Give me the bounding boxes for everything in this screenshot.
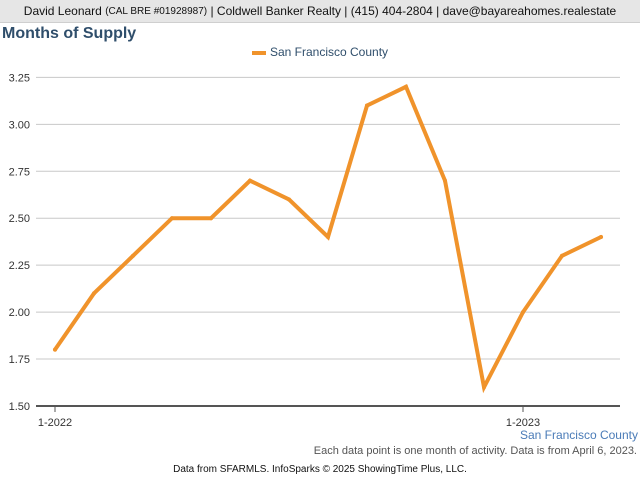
data-point[interactable] — [560, 253, 564, 258]
y-tick-label: 1.75 — [9, 354, 30, 366]
x-tick-label: 1-2023 — [506, 417, 540, 429]
footer-credit: Data from SFARMLS. InfoSparks © 2025 Sho… — [173, 464, 467, 475]
data-point[interactable] — [404, 84, 408, 89]
data-point[interactable] — [209, 216, 213, 221]
data-point[interactable] — [92, 291, 96, 296]
chart-title: Months of Supply — [2, 25, 137, 42]
y-tick-label: 3.25 — [9, 72, 30, 84]
data-point[interactable] — [365, 103, 369, 108]
data-point[interactable] — [443, 178, 447, 183]
y-tick-labels: 1.50 1.75 2.00 2.25 2.50 2.75 3.00 3.25 — [9, 72, 30, 413]
x-tick-label: 1-2022 — [38, 417, 72, 429]
x-tick-labels: 1-2022 1-2023 — [38, 406, 540, 429]
agent-contact: | Coldwell Banker Realty | (415) 404-280… — [210, 4, 617, 18]
data-point[interactable] — [248, 178, 252, 183]
y-tick-label: 3.00 — [9, 119, 30, 131]
y-tick-label: 2.50 — [9, 213, 30, 225]
data-note: Each data point is one month of activity… — [313, 445, 637, 457]
y-tick-label: 2.75 — [9, 166, 30, 178]
agent-license: (CAL BRE #01928987) — [105, 5, 208, 17]
y-tick-label: 2.25 — [9, 260, 30, 272]
data-point[interactable] — [53, 347, 57, 352]
data-point[interactable] — [131, 253, 135, 258]
series-layer — [53, 84, 603, 394]
header-bar: David Leonard (CAL BRE #01928987) | Cold… — [0, 0, 640, 23]
data-point[interactable] — [521, 310, 525, 315]
data-point[interactable] — [326, 235, 330, 239]
data-point[interactable] — [170, 216, 174, 221]
data-point[interactable] — [287, 197, 291, 202]
legend[interactable]: San Francisco County — [0, 45, 640, 59]
y-tick-label: 2.00 — [9, 307, 30, 319]
y-tick-label: 1.50 — [9, 401, 30, 413]
agent-name: David Leonard — [23, 4, 102, 18]
data-point[interactable] — [482, 385, 486, 390]
legend-swatch — [251, 50, 266, 55]
data-point[interactable] — [599, 235, 603, 239]
grid-lines — [36, 76, 620, 407]
legend-label: San Francisco County — [269, 45, 389, 59]
x-axis-series-label: San Francisco County — [520, 428, 638, 442]
